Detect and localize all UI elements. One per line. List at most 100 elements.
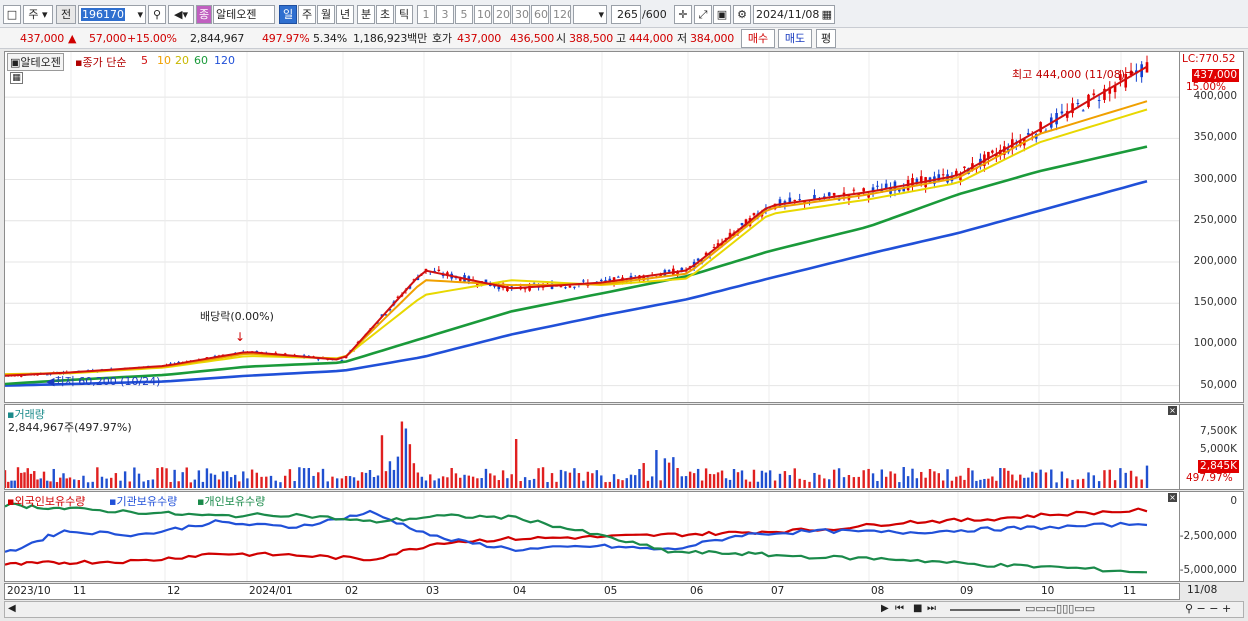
volume-bar bbox=[692, 473, 696, 488]
volume-bar bbox=[837, 468, 841, 488]
sell-button[interactable]: 매도 bbox=[778, 29, 812, 48]
candle-body bbox=[497, 285, 501, 290]
volume-bar bbox=[454, 473, 458, 488]
interval-120[interactable]: 120 bbox=[550, 5, 571, 24]
interval-3[interactable]: 3 bbox=[436, 5, 454, 24]
candle-body bbox=[564, 287, 567, 289]
interval-5[interactable]: 5 bbox=[455, 5, 473, 24]
volume-bar bbox=[372, 477, 376, 488]
volume-bar bbox=[941, 480, 945, 488]
volume-bar bbox=[756, 481, 760, 488]
volume-bar bbox=[128, 481, 131, 488]
candle-body bbox=[600, 279, 603, 282]
zoom-icon[interactable]: ⚲ − − + bbox=[1185, 602, 1232, 615]
volume-bar bbox=[555, 481, 558, 488]
volume-bar bbox=[1124, 472, 1127, 488]
volume-bar bbox=[1044, 472, 1048, 488]
volume-bar bbox=[950, 480, 954, 488]
interval-20[interactable]: 20 bbox=[493, 5, 511, 24]
period-year[interactable]: 년 bbox=[336, 5, 354, 24]
volume-bar bbox=[963, 479, 966, 488]
volume-bar bbox=[293, 481, 296, 488]
volume-bar bbox=[564, 471, 567, 488]
period-day[interactable]: 일 bbox=[279, 5, 297, 24]
period-tick[interactable]: 틱 bbox=[395, 5, 413, 24]
candle-body bbox=[1119, 74, 1122, 81]
eval-button[interactable]: 평 bbox=[816, 29, 836, 48]
volume-bar bbox=[991, 476, 994, 488]
expand-icon[interactable]: ⤢ bbox=[694, 5, 712, 24]
volume-bar bbox=[404, 428, 408, 488]
open-label: 시 bbox=[556, 32, 566, 45]
close-icon[interactable]: × bbox=[1168, 493, 1177, 502]
interval-10[interactable]: 10 bbox=[474, 5, 492, 24]
period-type-select[interactable]: 주 ▾ bbox=[23, 5, 53, 24]
buy-button[interactable]: 매수 bbox=[741, 29, 775, 48]
volume-bar bbox=[265, 476, 268, 488]
volume-bar bbox=[591, 473, 594, 488]
x-tick-label: 2023/10 bbox=[7, 585, 51, 597]
rewind-icon[interactable]: ⏮ bbox=[895, 603, 904, 614]
save-icon[interactable]: ▣ bbox=[713, 5, 731, 24]
close-icon[interactable]: × bbox=[1168, 406, 1177, 415]
volume-bar bbox=[736, 472, 740, 488]
holdings-line-2 bbox=[5, 502, 1148, 574]
chart-scrollbar[interactable]: ◀ ▶ ⏮ ■ ⏭ ▭▭▭▯▯▯▭▭ ⚲ − − + bbox=[4, 601, 1244, 618]
volume-bar bbox=[242, 471, 245, 488]
period-week[interactable]: 주 bbox=[298, 5, 316, 24]
scroll-left-icon[interactable]: ◀ bbox=[8, 603, 16, 614]
volume-bar bbox=[49, 481, 52, 488]
x-axis: 2023/10 11 12 2024/01 02 03 04 05 06 07 08 09 10 11 bbox=[4, 583, 1180, 600]
period-second[interactable]: 초 bbox=[376, 5, 394, 24]
stock-code-input[interactable]: 196170 ▾ bbox=[78, 5, 146, 24]
low-label: 저 bbox=[677, 32, 687, 45]
volume-bar bbox=[700, 480, 704, 488]
volume-bar bbox=[388, 461, 392, 488]
candle-body bbox=[803, 200, 806, 205]
volume-bar bbox=[91, 481, 94, 488]
volume-bar bbox=[82, 475, 85, 488]
volume-bar bbox=[501, 470, 505, 488]
count-input[interactable]: 265 bbox=[611, 5, 641, 24]
interval-30[interactable]: 30 bbox=[512, 5, 530, 24]
market-button[interactable]: 전 bbox=[56, 5, 76, 24]
volume-bar bbox=[133, 467, 136, 488]
x-tick-label: 12 bbox=[167, 585, 181, 597]
volume-bar bbox=[348, 476, 352, 488]
stop-icon[interactable]: ■ bbox=[913, 603, 923, 614]
date-input[interactable]: 2024/11/08 ▦ bbox=[753, 5, 835, 24]
interval-60[interactable]: 60 bbox=[531, 5, 549, 24]
scroll-right-icon[interactable]: ▶ bbox=[881, 603, 889, 614]
candle-body bbox=[1108, 87, 1112, 94]
layout-icons[interactable]: ▭▭▭▯▯▯▭▭ bbox=[1025, 602, 1096, 615]
volume-bar bbox=[420, 476, 424, 488]
search-icon[interactable]: ⚲ bbox=[148, 5, 166, 24]
calculator-icon[interactable]: ▦ bbox=[10, 72, 23, 84]
period-month[interactable]: 월 bbox=[317, 5, 335, 24]
crosshair-icon[interactable]: ✛ bbox=[674, 5, 692, 24]
volume-bar bbox=[933, 471, 936, 488]
period-minute[interactable]: 분 bbox=[357, 5, 375, 24]
volume-bar bbox=[412, 463, 416, 488]
volume-bar bbox=[920, 471, 923, 488]
candle-body bbox=[523, 288, 527, 290]
volume-bar bbox=[728, 479, 732, 488]
volume-bar bbox=[1113, 480, 1117, 488]
sound-icon[interactable]: ◀▾ bbox=[168, 5, 194, 24]
volume-bar bbox=[137, 473, 141, 488]
gear-icon[interactable]: ⚙ bbox=[733, 5, 751, 24]
volume-value-label: 2,844,967주(497.97%) bbox=[8, 421, 132, 434]
forward-icon[interactable]: ⏭ bbox=[927, 603, 936, 614]
candle-body bbox=[458, 278, 462, 281]
zoom-slider[interactable] bbox=[950, 609, 1020, 611]
interval-custom-select[interactable]: ▾ bbox=[573, 5, 607, 24]
volume-bar bbox=[376, 475, 380, 488]
window-icon[interactable]: □ bbox=[3, 5, 21, 24]
volume-bar bbox=[625, 478, 628, 488]
interval-1[interactable]: 1 bbox=[417, 5, 435, 24]
low-note: ◀최저 60,200 (10/24) bbox=[46, 375, 161, 388]
indicator-label: ▪종가 단순 bbox=[75, 56, 127, 69]
candle-body bbox=[788, 197, 792, 204]
volume-chart bbox=[5, 405, 1149, 489]
stock-name[interactable]: 알테오젠 bbox=[213, 5, 275, 24]
